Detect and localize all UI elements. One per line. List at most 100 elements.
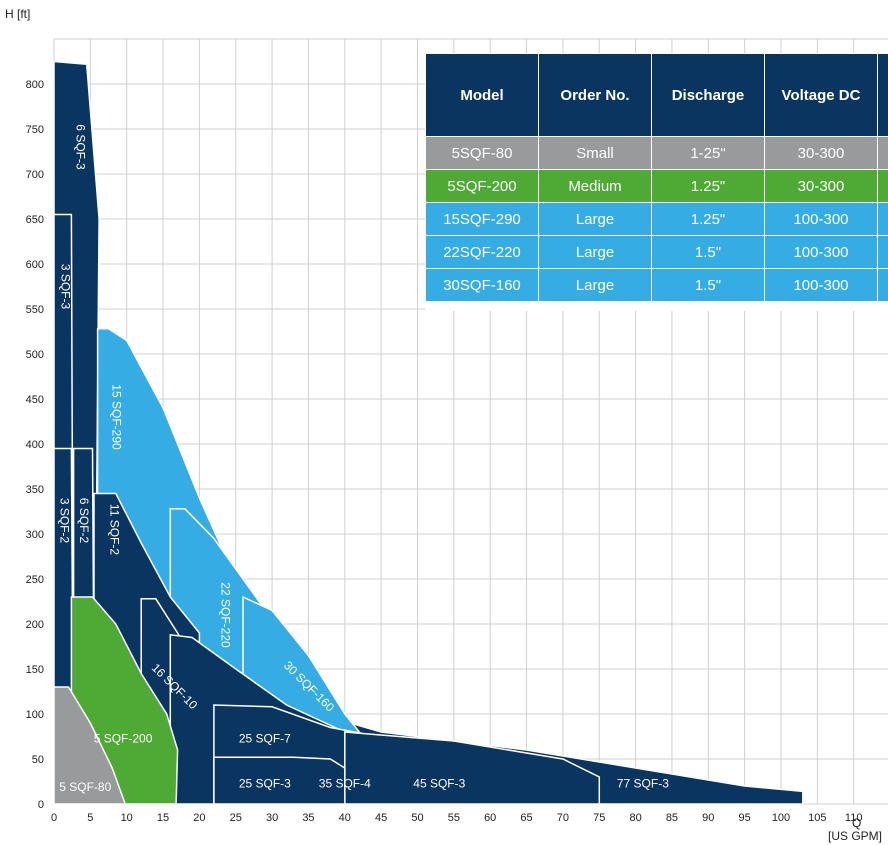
table-row: 30SQF-160 Large 1.5" 100-300 [425,268,888,302]
y-tick-label: 700 [26,169,44,181]
table-cell: 100-300 [764,235,878,269]
axis-ticks: 0 5 10 15 20 25 30 35 40 45 50 55 60 65 70 75 80 85 90 95 10… [26,79,863,824]
x-tick-label: 105 [808,812,826,824]
region-5-sqf-80 [53,686,127,805]
x-tick-label: 60 [484,812,496,824]
x-tick-label: 70 [557,812,569,824]
y-tick-label: 450 [26,394,44,406]
x-tick-label: 5 [87,812,93,824]
x-tick-label: 110 [845,812,863,824]
y-tick-label: 600 [26,259,44,271]
region-label: 3 SQF-2 [57,498,71,544]
table-cell: 30-300 [764,169,878,203]
x-tick-label: 85 [666,812,678,824]
x-tick-label: 30 [266,812,278,824]
y-tick-label: 400 [26,439,44,451]
y-tick-label: 0 [38,799,44,811]
y-tick-label: 800 [26,79,44,91]
column-header: Model [425,53,539,137]
region-45-sqf-3 [344,731,601,805]
table-cell: 22SQF-220 [425,235,539,269]
x-tick-label: 40 [339,812,351,824]
table-cell: 1.25" [651,169,765,203]
region-label: 5 SQF-200 [94,731,153,745]
x-tick-label: 15 [157,812,169,824]
region-label: 22 SQF-220 [219,582,233,648]
table-cell [877,268,888,302]
region-label: 6 SQF-2 [77,498,91,544]
table-cell: 1-25" [651,136,765,170]
table-row: 22SQF-220 Large 1.5" 100-300 [425,235,888,269]
table-cell: 5SQF-80 [425,136,539,170]
x-tick-label: 80 [629,812,641,824]
x-tick-label: 45 [375,812,387,824]
x-tick-label: 75 [593,812,605,824]
region-label: 25 SQF-3 [239,776,291,790]
table-cell: 100-300 [764,202,878,236]
table-cell: Large [538,202,652,236]
x-tick-label: 50 [411,812,423,824]
table-header-row: Model Order No. Discharge Voltage DC V [425,53,888,137]
table-row: 15SQF-290 Large 1.25" 100-300 [425,202,888,236]
region-label: 35 SQF-4 [319,776,371,790]
region-label: 5 SQF-80 [59,780,111,794]
x-tick-label: 35 [302,812,314,824]
table-cell: Medium [538,169,652,203]
y-tick-label: 550 [26,304,44,316]
y-tick-label: 200 [26,619,44,631]
y-axis-label: H [ft] [5,7,30,21]
table-cell: 1.5" [651,268,765,302]
x-axis-label-q: Q [852,816,861,830]
table-cell: 1.25" [651,202,765,236]
table-cell: 1.5" [651,235,765,269]
column-header: Voltage DC [764,53,878,137]
region-label: 45 SQF-3 [413,776,465,790]
y-tick-label: 350 [26,484,44,496]
table-row: 5SQF-200 Medium 1.25" 30-300 [425,169,888,203]
table-cell [877,235,888,269]
region-label: 11 SQF-2 [107,504,121,555]
region-label: 6 SQF-3 [73,124,87,170]
x-tick-label: 55 [448,812,460,824]
x-tick-label: 100 [772,812,790,824]
table-cell: Large [538,268,652,302]
region-25-sqf-3 [213,756,346,805]
y-tick-label: 500 [26,349,44,361]
table-cell: 30SQF-160 [425,268,539,302]
x-tick-label: 20 [193,812,205,824]
column-header: V [877,53,888,137]
y-tick-label: 300 [26,529,44,541]
x-tick-label: 10 [121,812,133,824]
table-cell: 15SQF-290 [425,202,539,236]
table-row: 5SQF-80 Small 1-25" 30-300 [425,136,888,170]
y-tick-label: 50 [32,754,44,766]
table-cell: 30-300 [764,136,878,170]
column-header: Order No. [538,53,652,137]
region-label: 25 SQF-7 [239,731,291,745]
x-axis-label-units: [US GPM] [828,829,882,843]
table-cell [877,202,888,236]
x-tick-label: 25 [230,812,242,824]
table-cell [877,169,888,203]
region-label: 77 SQF-3 [617,776,669,790]
y-tick-label: 650 [26,214,44,226]
y-tick-label: 250 [26,574,44,586]
table-cell: 5SQF-200 [425,169,539,203]
region-label: 3 SQF-3 [59,264,73,310]
x-tick-label: 65 [520,812,532,824]
y-tick-label: 750 [26,124,44,136]
table-cell: Large [538,235,652,269]
x-tick-label: 95 [739,812,751,824]
x-tick-label: 0 [51,812,57,824]
y-tick-label: 100 [26,709,44,721]
table-cell: 100-300 [764,268,878,302]
table-cell [877,136,888,170]
pump-curve-regions [53,60,804,805]
region-label: 15 SQF-290 [110,384,124,450]
column-header: Discharge [651,53,765,137]
model-table: Model Order No. Discharge Voltage DC V 5… [425,53,888,311]
x-tick-label: 90 [702,812,714,824]
table-cell: Small [538,136,652,170]
y-tick-label: 150 [26,664,44,676]
